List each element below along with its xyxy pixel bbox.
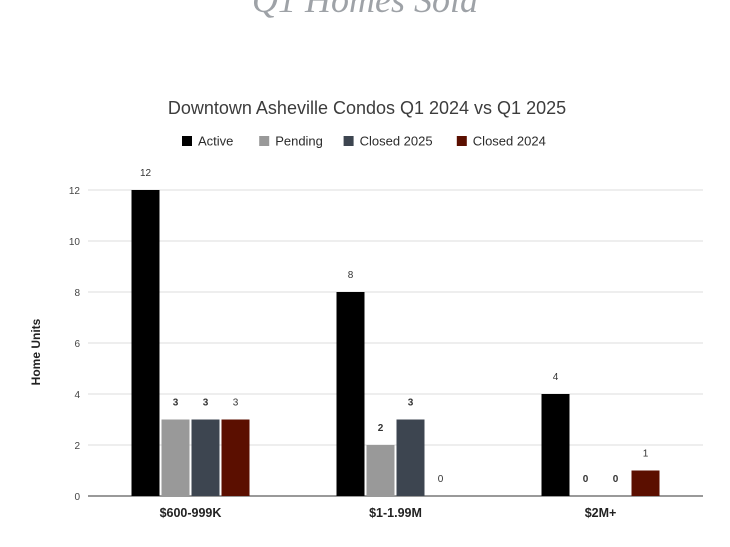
data-label: 0 bbox=[438, 474, 444, 485]
x-category-label: $600-999K bbox=[160, 506, 222, 520]
x-category-label: $2M+ bbox=[585, 506, 617, 520]
chart-bars bbox=[131, 190, 660, 496]
data-label: 1 bbox=[643, 449, 649, 460]
y-tick-label: 8 bbox=[74, 288, 80, 299]
data-label: 0 bbox=[613, 474, 619, 485]
data-label: 3 bbox=[203, 398, 209, 409]
legend-item: Closed 2024 bbox=[456, 134, 546, 149]
x-category-label: $1-1.99M bbox=[369, 506, 422, 520]
data-labels: 12 3 3 3 8 2 3 0 4 0 0 1 bbox=[140, 168, 649, 485]
chart-title: Downtown Asheville Condos Q1 2024 vs Q1 … bbox=[168, 98, 566, 118]
data-label: 3 bbox=[233, 398, 239, 409]
legend-label: Pending bbox=[275, 134, 323, 149]
y-tick-label: 12 bbox=[69, 186, 81, 197]
data-label: 8 bbox=[348, 270, 354, 281]
page-heading: Q1 Homes Sold bbox=[252, 0, 478, 20]
legend-label: Closed 2024 bbox=[473, 134, 546, 149]
legend-label: Active bbox=[198, 134, 233, 149]
bar bbox=[396, 419, 425, 496]
y-tick-label: 10 bbox=[69, 237, 81, 248]
y-axis-label: Home Units bbox=[29, 318, 43, 385]
data-label: 0 bbox=[583, 474, 589, 485]
legend-swatch bbox=[182, 136, 192, 146]
y-tick-label: 0 bbox=[74, 492, 80, 503]
chart-gridlines bbox=[88, 189, 703, 497]
data-label: 12 bbox=[140, 168, 152, 179]
legend-swatch bbox=[456, 136, 467, 146]
y-tick-label: 2 bbox=[74, 441, 80, 452]
legend-swatch bbox=[343, 136, 354, 146]
legend-label: Closed 2025 bbox=[360, 134, 433, 149]
bar bbox=[366, 445, 395, 496]
y-tick-label: 4 bbox=[74, 390, 80, 401]
y-tick-label: 6 bbox=[74, 339, 80, 350]
chart-legend: Active Pending Closed 2025 Closed 2024 bbox=[182, 134, 546, 149]
legend-swatch bbox=[259, 136, 270, 146]
data-label: 4 bbox=[553, 372, 559, 383]
bar bbox=[336, 292, 365, 496]
bar bbox=[161, 419, 190, 496]
data-label: 3 bbox=[173, 398, 179, 409]
bar bbox=[221, 419, 250, 496]
legend-item: Pending bbox=[259, 134, 323, 149]
x-axis-categories: $600-999K $1-1.99M $2M+ bbox=[160, 506, 617, 520]
legend-item: Closed 2025 bbox=[343, 134, 433, 149]
bar bbox=[191, 419, 220, 496]
legend-item: Active bbox=[182, 134, 233, 149]
y-axis-ticks: 0 2 4 6 8 10 12 bbox=[69, 186, 81, 503]
data-label: 2 bbox=[378, 423, 384, 434]
bar bbox=[631, 470, 660, 496]
bar bbox=[131, 190, 160, 496]
data-label: 3 bbox=[408, 398, 414, 409]
bar bbox=[541, 394, 570, 496]
